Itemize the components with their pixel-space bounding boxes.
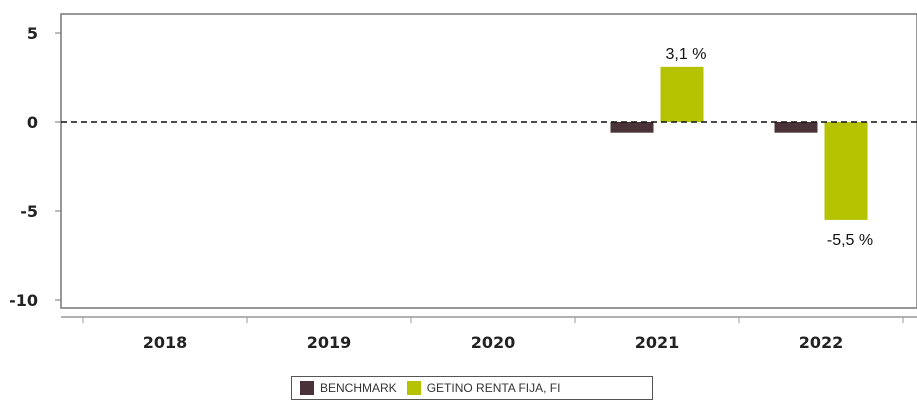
legend-swatch-benchmark	[300, 381, 314, 395]
legend-label-fund: GETINO RENTA FIJA, FI	[426, 381, 561, 395]
y-tick-label: -5	[20, 202, 38, 221]
y-axis: 5 0 -5 -10	[9, 24, 61, 310]
bar-fund-2021	[660, 66, 704, 122]
y-tick-label: 5	[27, 24, 38, 43]
legend-swatch-fund	[406, 381, 421, 395]
x-axis: 2018 2019 2020 2021 2022	[82, 317, 904, 352]
y-tick-label: 0	[27, 113, 38, 132]
legend-item-benchmark: BENCHMARK	[300, 381, 397, 395]
plot-area-frame	[60, 13, 917, 309]
x-tick-label-2018: 2018	[143, 333, 188, 352]
bar-chart: 5 0 -5 -10 2018 2019 2020 2021 2022 3,1 % -5,5 %	[9, 13, 917, 352]
legend: BENCHMARK GETINO RENTA FIJA, FI	[291, 376, 653, 400]
x-tick-label-2021: 2021	[635, 333, 680, 352]
bars	[610, 66, 868, 220]
bar-fund-2022	[824, 122, 868, 220]
x-tick-label-2022: 2022	[799, 333, 844, 352]
data-label-2021: 3,1 %	[666, 46, 707, 63]
data-label-2022: -5,5 %	[827, 232, 873, 249]
x-tick-label-2020: 2020	[471, 333, 516, 352]
y-tick-label: -10	[9, 291, 38, 310]
x-tick-label-2019: 2019	[307, 333, 352, 352]
bar-benchmark-2021	[610, 122, 654, 133]
data-labels: 3,1 % -5,5 %	[666, 46, 874, 249]
legend-label-benchmark: BENCHMARK	[320, 381, 397, 395]
legend-item-fund: GETINO RENTA FIJA, FI	[406, 381, 561, 395]
bar-benchmark-2022	[774, 122, 818, 133]
